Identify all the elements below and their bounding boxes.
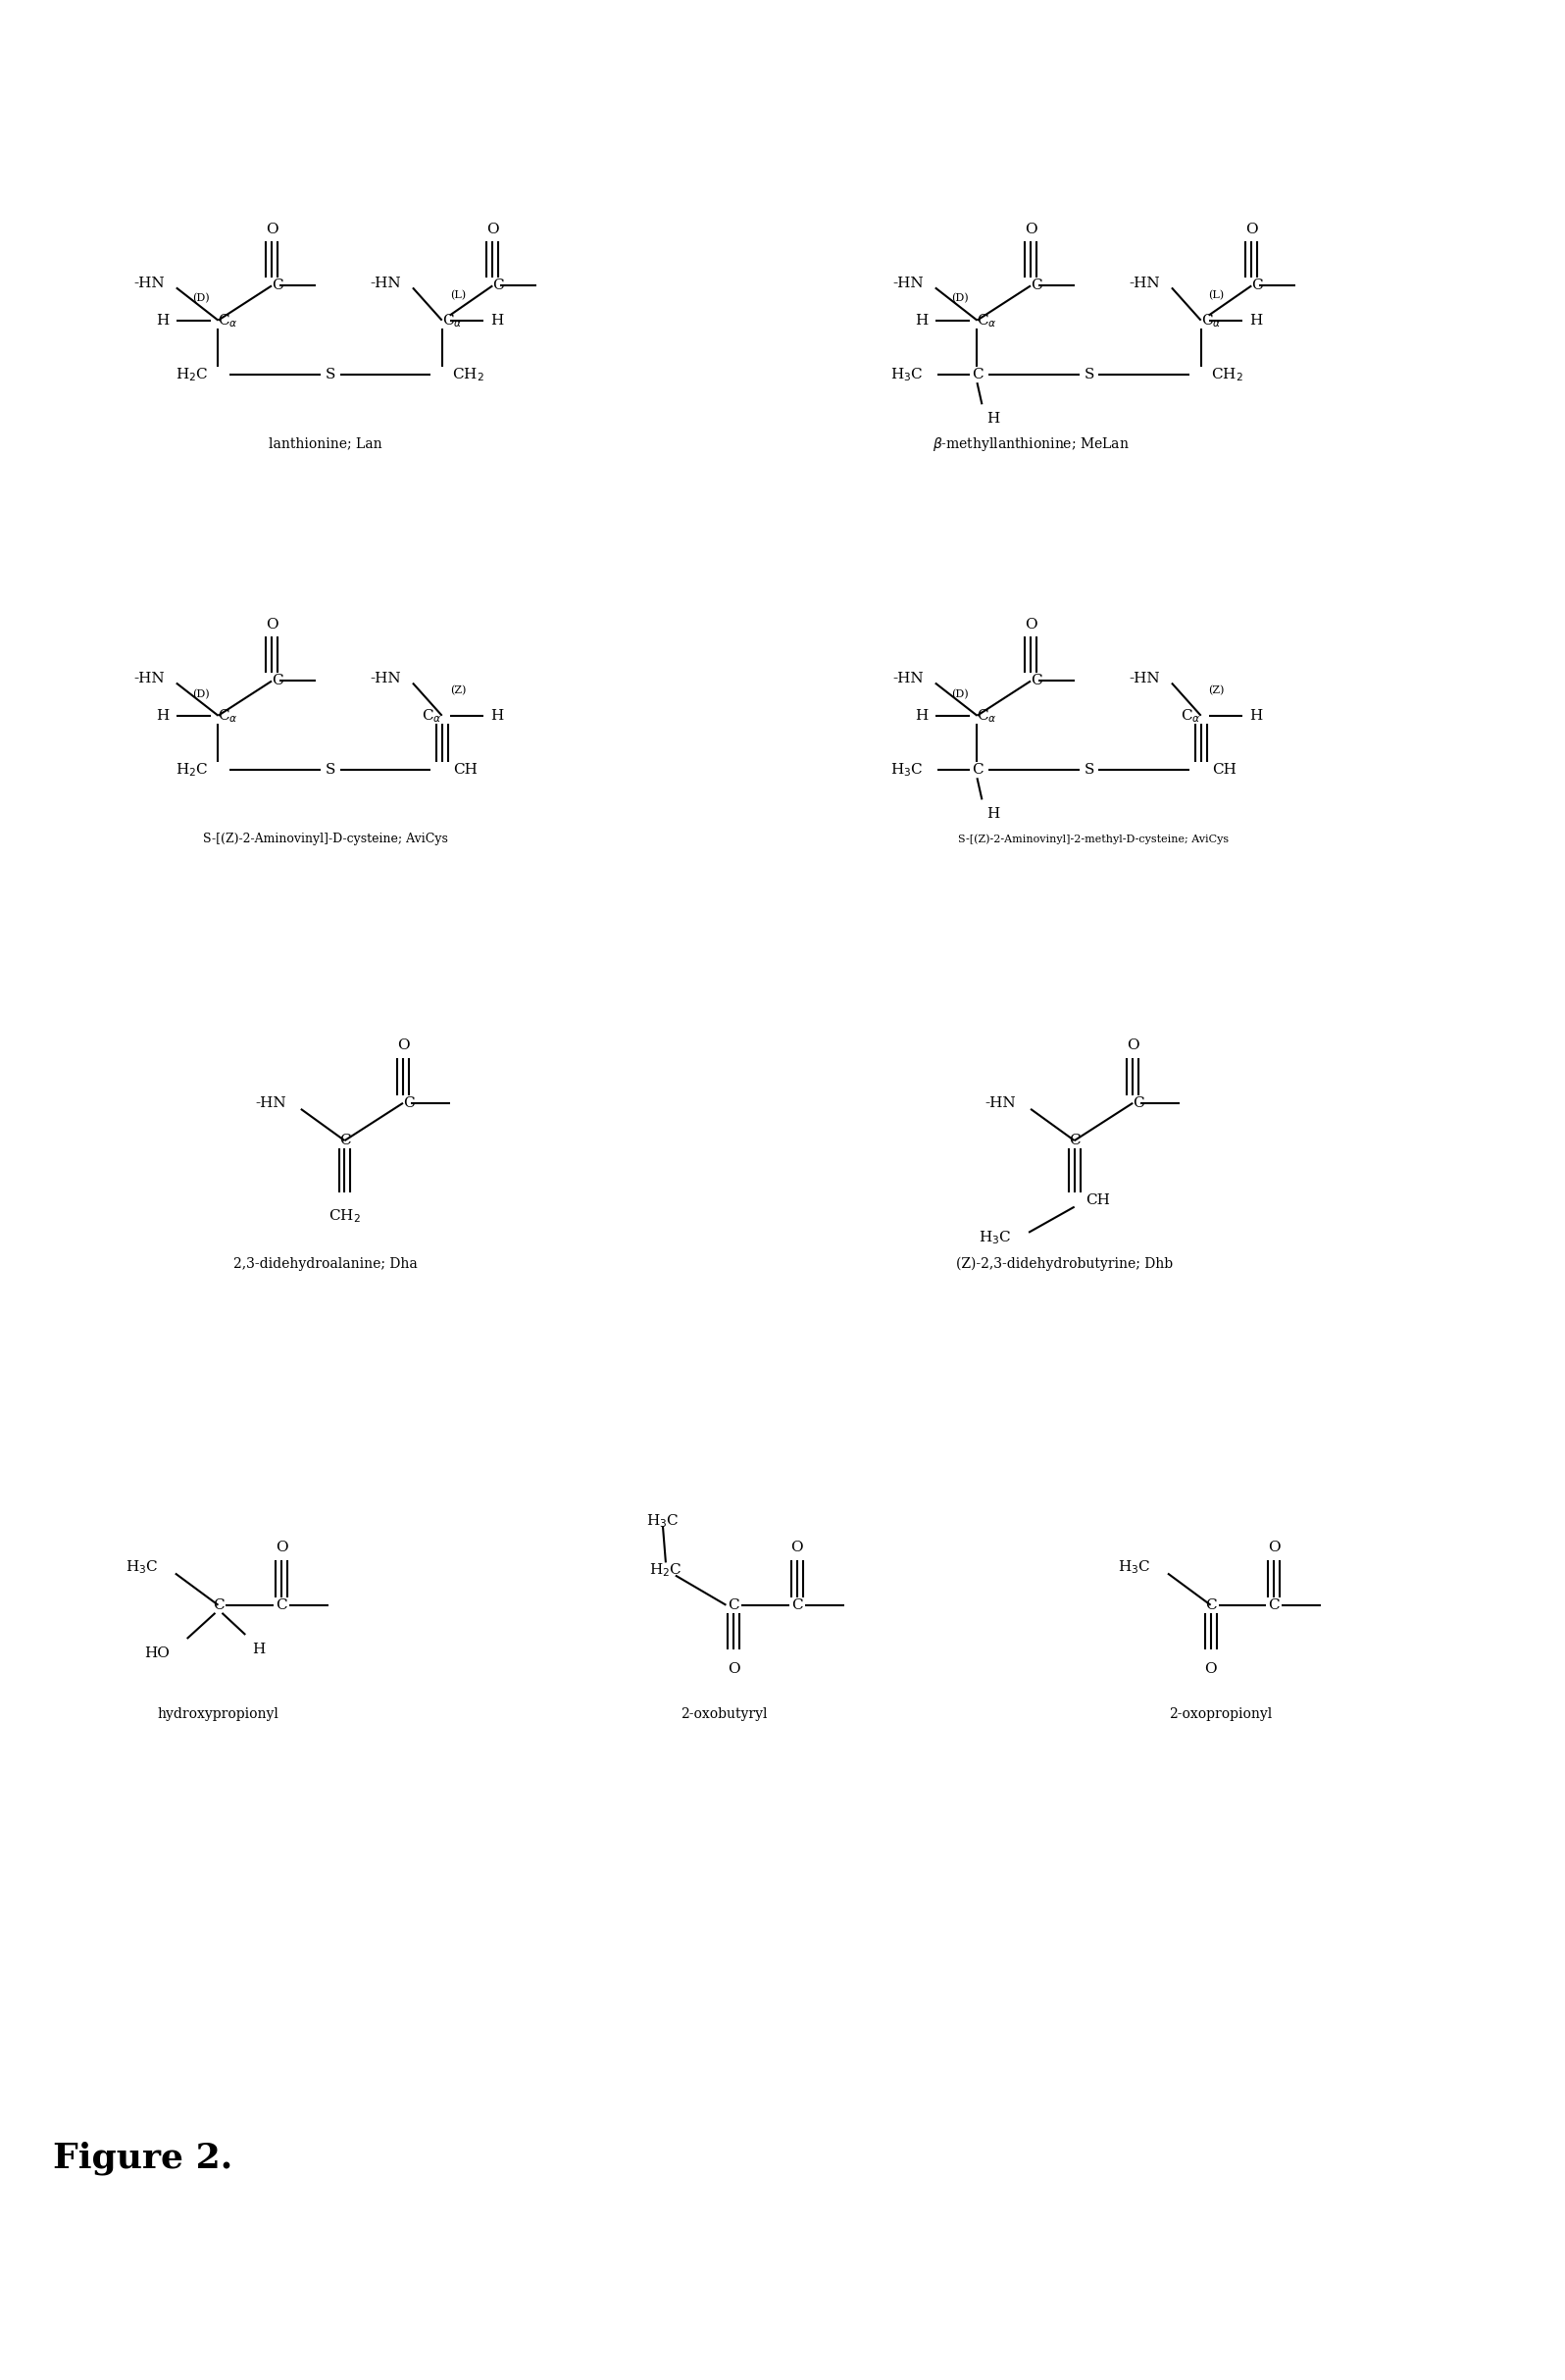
Text: O: O [1268, 1540, 1280, 1554]
Text: -HN: -HN [255, 1097, 286, 1109]
Text: CH: CH [1086, 1192, 1111, 1207]
Text: -HN: -HN [1128, 276, 1160, 290]
Text: C: C [1031, 674, 1042, 688]
Text: C: C [493, 278, 504, 293]
Text: O: O [266, 619, 279, 631]
Text: (D): (D) [952, 293, 969, 305]
Text: O: O [1025, 619, 1036, 631]
Text: O: O [275, 1540, 288, 1554]
Text: C: C [1133, 1097, 1144, 1109]
Text: CH$_2$: CH$_2$ [1211, 367, 1243, 383]
Text: (D): (D) [192, 688, 210, 700]
Text: C: C [1252, 278, 1263, 293]
Text: C$_\alpha$: C$_\alpha$ [1200, 312, 1221, 328]
Text: H$_2$C: H$_2$C [649, 1561, 682, 1580]
Text: H: H [252, 1642, 264, 1656]
Text: S: S [326, 764, 335, 776]
Text: -HN: -HN [892, 276, 923, 290]
Text: S: S [326, 369, 335, 381]
Text: H: H [157, 709, 169, 724]
Text: C: C [1069, 1133, 1080, 1147]
Text: C: C [1268, 1599, 1280, 1611]
Text: C$_\alpha$: C$_\alpha$ [977, 312, 997, 328]
Text: H: H [157, 314, 169, 326]
Text: H$_2$C: H$_2$C [175, 367, 208, 383]
Text: O: O [790, 1540, 803, 1554]
Text: C: C [1031, 278, 1042, 293]
Text: O: O [266, 224, 279, 236]
Text: 2,3-didehydroalanine; Dha: 2,3-didehydroalanine; Dha [233, 1257, 418, 1271]
Text: (Z): (Z) [1208, 685, 1225, 695]
Text: C$_\alpha$: C$_\alpha$ [218, 312, 238, 328]
Text: 2-oxopropionyl: 2-oxopropionyl [1169, 1706, 1272, 1721]
Text: (D): (D) [952, 688, 969, 700]
Text: 2-oxobutyryl: 2-oxobutyryl [681, 1706, 767, 1721]
Text: C: C [728, 1599, 740, 1611]
Text: CH: CH [1213, 764, 1236, 776]
Text: H$_3$C: H$_3$C [125, 1559, 158, 1576]
Text: lanthionine; Lan: lanthionine; Lan [269, 438, 382, 450]
Text: H: H [490, 709, 504, 724]
Text: C: C [213, 1599, 224, 1611]
Text: H$_3$C: H$_3$C [646, 1511, 679, 1530]
Text: C$_\alpha$: C$_\alpha$ [421, 707, 441, 724]
Text: O: O [1205, 1661, 1218, 1676]
Text: H: H [916, 709, 928, 724]
Text: C: C [272, 278, 283, 293]
Text: $\beta$-methyllanthionine; MeLan: $\beta$-methyllanthionine; MeLan [933, 436, 1128, 452]
Text: C: C [972, 764, 983, 776]
Text: -HN: -HN [369, 671, 401, 685]
Text: HO: HO [144, 1647, 169, 1661]
Text: S-[(Z)-2-Aminovinyl]-D-cysteine; AviCys: S-[(Z)-2-Aminovinyl]-D-cysteine; AviCys [203, 833, 448, 845]
Text: H$_3$C: H$_3$C [978, 1228, 1011, 1247]
Text: -HN: -HN [133, 671, 164, 685]
Text: C: C [404, 1097, 415, 1109]
Text: C$_\alpha$: C$_\alpha$ [441, 312, 462, 328]
Text: CH: CH [454, 764, 477, 776]
Text: S: S [1085, 369, 1094, 381]
Text: CH$_2$: CH$_2$ [329, 1207, 360, 1226]
Text: Figure 2.: Figure 2. [53, 2142, 233, 2175]
Text: C$_\alpha$: C$_\alpha$ [1180, 707, 1200, 724]
Text: hydroxypropionyl: hydroxypropionyl [158, 1706, 279, 1721]
Text: H$_3$C: H$_3$C [890, 367, 923, 383]
Text: S: S [1085, 764, 1094, 776]
Text: H: H [1249, 709, 1263, 724]
Text: C: C [340, 1133, 351, 1147]
Text: -HN: -HN [369, 276, 401, 290]
Text: C: C [972, 369, 983, 381]
Text: C$_\alpha$: C$_\alpha$ [977, 707, 997, 724]
Text: C: C [272, 674, 283, 688]
Text: H$_2$C: H$_2$C [175, 762, 208, 778]
Text: O: O [487, 224, 499, 236]
Text: H: H [1249, 314, 1263, 326]
Text: H: H [988, 807, 1000, 821]
Text: -HN: -HN [984, 1097, 1016, 1109]
Text: H: H [916, 314, 928, 326]
Text: C: C [792, 1599, 803, 1611]
Text: H: H [490, 314, 504, 326]
Text: H: H [988, 412, 1000, 426]
Text: O: O [398, 1038, 408, 1052]
Text: O: O [1127, 1038, 1139, 1052]
Text: S-[(Z)-2-Aminovinyl]-2-methyl-D-cysteine; AviCys: S-[(Z)-2-Aminovinyl]-2-methyl-D-cysteine… [958, 833, 1229, 845]
Text: H$_3$C: H$_3$C [1117, 1559, 1150, 1576]
Text: -HN: -HN [892, 671, 923, 685]
Text: C: C [1205, 1599, 1216, 1611]
Text: C$_\alpha$: C$_\alpha$ [218, 707, 238, 724]
Text: (L): (L) [449, 290, 465, 300]
Text: (L): (L) [1208, 290, 1224, 300]
Text: H$_3$C: H$_3$C [890, 762, 923, 778]
Text: -HN: -HN [133, 276, 164, 290]
Text: (Z): (Z) [449, 685, 466, 695]
Text: C: C [275, 1599, 286, 1611]
Text: O: O [1246, 224, 1258, 236]
Text: -HN: -HN [1128, 671, 1160, 685]
Text: O: O [728, 1661, 740, 1676]
Text: (D): (D) [192, 293, 210, 305]
Text: (Z)-2,3-didehydrobutyrine; Dhb: (Z)-2,3-didehydrobutyrine; Dhb [956, 1257, 1174, 1271]
Text: O: O [1025, 224, 1036, 236]
Text: CH$_2$: CH$_2$ [452, 367, 484, 383]
